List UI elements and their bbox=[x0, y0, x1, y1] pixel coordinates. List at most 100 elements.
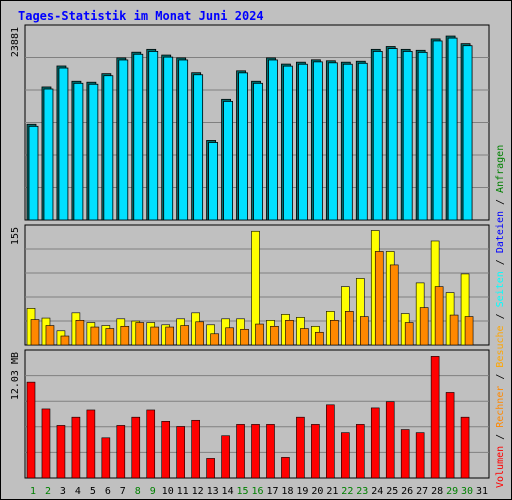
bar-seiten bbox=[103, 75, 114, 221]
x-tick-label: 26 bbox=[401, 486, 413, 497]
x-tick-label: 16 bbox=[251, 486, 263, 497]
x-tick-label: 3 bbox=[60, 486, 66, 497]
bar-volumen bbox=[161, 421, 171, 479]
x-tick-label: 7 bbox=[120, 486, 126, 497]
bar-rechner bbox=[374, 251, 384, 346]
bar-seiten bbox=[148, 51, 159, 221]
legend-volumen: Volumen bbox=[495, 446, 506, 488]
bar-volumen bbox=[206, 458, 215, 479]
x-tick-label: 18 bbox=[281, 486, 293, 497]
top-axis-max-label: 23881 bbox=[10, 27, 21, 57]
legend-besuche: Besuche bbox=[495, 325, 506, 367]
x-tick-label: 12 bbox=[192, 486, 204, 497]
bar-volumen bbox=[131, 416, 141, 479]
bar-rechner bbox=[464, 316, 474, 346]
legend-separator: / bbox=[495, 368, 506, 386]
bar-rechner bbox=[105, 328, 115, 346]
bar-seiten bbox=[43, 88, 54, 221]
bar-rechner bbox=[135, 322, 145, 346]
x-tick-label: 15 bbox=[237, 486, 249, 497]
bar-seiten bbox=[178, 59, 189, 221]
bar-seiten bbox=[88, 83, 99, 221]
bar-rechner bbox=[270, 325, 279, 346]
bar-volumen bbox=[296, 416, 305, 479]
bar-volumen bbox=[370, 407, 380, 479]
x-tick-label: 13 bbox=[207, 486, 219, 497]
bar-rechner bbox=[30, 319, 40, 346]
bar-volumen bbox=[415, 432, 425, 479]
bar-seiten bbox=[447, 37, 458, 221]
bar-seiten bbox=[133, 53, 144, 221]
bar-rechner bbox=[330, 320, 339, 346]
bar-rechner bbox=[120, 325, 130, 346]
x-tick-label: 29 bbox=[446, 486, 458, 497]
bar-volumen bbox=[26, 381, 36, 479]
bar-rechner bbox=[285, 320, 294, 346]
bar-seiten bbox=[462, 45, 473, 221]
bar-rechner bbox=[75, 320, 85, 346]
bar-rechner bbox=[359, 316, 369, 346]
x-tick-label: 27 bbox=[416, 486, 428, 497]
x-tick-label: 24 bbox=[371, 486, 383, 497]
bar-seiten bbox=[193, 74, 204, 221]
bar-rechner bbox=[345, 311, 354, 346]
bar-seiten bbox=[298, 63, 308, 221]
x-tick-label: 31 bbox=[476, 486, 488, 497]
x-tick-label: 19 bbox=[296, 486, 308, 497]
bar-rechner bbox=[449, 314, 459, 346]
bar-volumen bbox=[191, 419, 200, 479]
legend-separator: / bbox=[495, 428, 506, 446]
bar-volumen bbox=[86, 409, 96, 479]
bar-volumen bbox=[266, 424, 275, 479]
x-tick-label: 22 bbox=[341, 486, 353, 497]
bar-volumen bbox=[251, 424, 260, 479]
bar-rechner bbox=[434, 286, 444, 346]
bar-rechner bbox=[300, 328, 309, 346]
bar-rechner bbox=[225, 327, 234, 346]
bar-seiten bbox=[327, 62, 338, 221]
legend-anfragen: Anfragen bbox=[495, 145, 506, 193]
x-tick-label: 25 bbox=[386, 486, 398, 497]
bar-seiten bbox=[387, 48, 398, 221]
legend-separator: / bbox=[495, 253, 506, 271]
bar-seiten bbox=[223, 100, 233, 221]
bar-volumen bbox=[41, 408, 51, 479]
x-tick-label: 9 bbox=[150, 486, 156, 497]
bar-rechner bbox=[90, 326, 100, 346]
bar-rechner bbox=[404, 322, 414, 346]
bar-seiten bbox=[417, 51, 428, 221]
bar-rechner bbox=[45, 325, 55, 346]
bar-rechner bbox=[315, 331, 324, 346]
x-tick-label: 20 bbox=[311, 486, 323, 497]
x-tick-label: 6 bbox=[105, 486, 111, 497]
bar-seiten bbox=[238, 72, 248, 221]
bar-rechner bbox=[60, 335, 70, 346]
right-legend: Volumen / Rechner / Besuche / Seiten / D… bbox=[495, 145, 506, 488]
bar-volumen bbox=[385, 401, 395, 479]
bar-volumen bbox=[221, 435, 230, 479]
bar-seiten bbox=[357, 62, 368, 221]
bar-seiten bbox=[268, 59, 278, 221]
x-tick-label: 2 bbox=[45, 486, 51, 497]
legend-rechner: Rechner bbox=[495, 386, 506, 428]
bar-seiten bbox=[208, 142, 219, 221]
legend-separator: / bbox=[495, 307, 506, 325]
x-tick-label: 14 bbox=[222, 486, 234, 497]
bar-rechner bbox=[255, 323, 264, 346]
bar-volumen bbox=[236, 424, 245, 479]
bar-volumen bbox=[460, 416, 470, 479]
bar-volumen bbox=[445, 392, 455, 479]
bar-volumen bbox=[116, 425, 126, 479]
bar-seiten bbox=[312, 61, 323, 221]
bar-seiten bbox=[118, 59, 129, 221]
bar-rechner bbox=[150, 326, 160, 346]
bar-volumen bbox=[326, 404, 335, 479]
bar-seiten bbox=[163, 56, 174, 221]
bar-volumen bbox=[71, 416, 81, 479]
bar-volumen bbox=[56, 425, 66, 479]
x-tick-label: 23 bbox=[356, 486, 368, 497]
bar-volumen bbox=[101, 437, 111, 479]
legend-dateien: Dateien bbox=[495, 211, 506, 253]
bar-volumen bbox=[400, 429, 410, 479]
